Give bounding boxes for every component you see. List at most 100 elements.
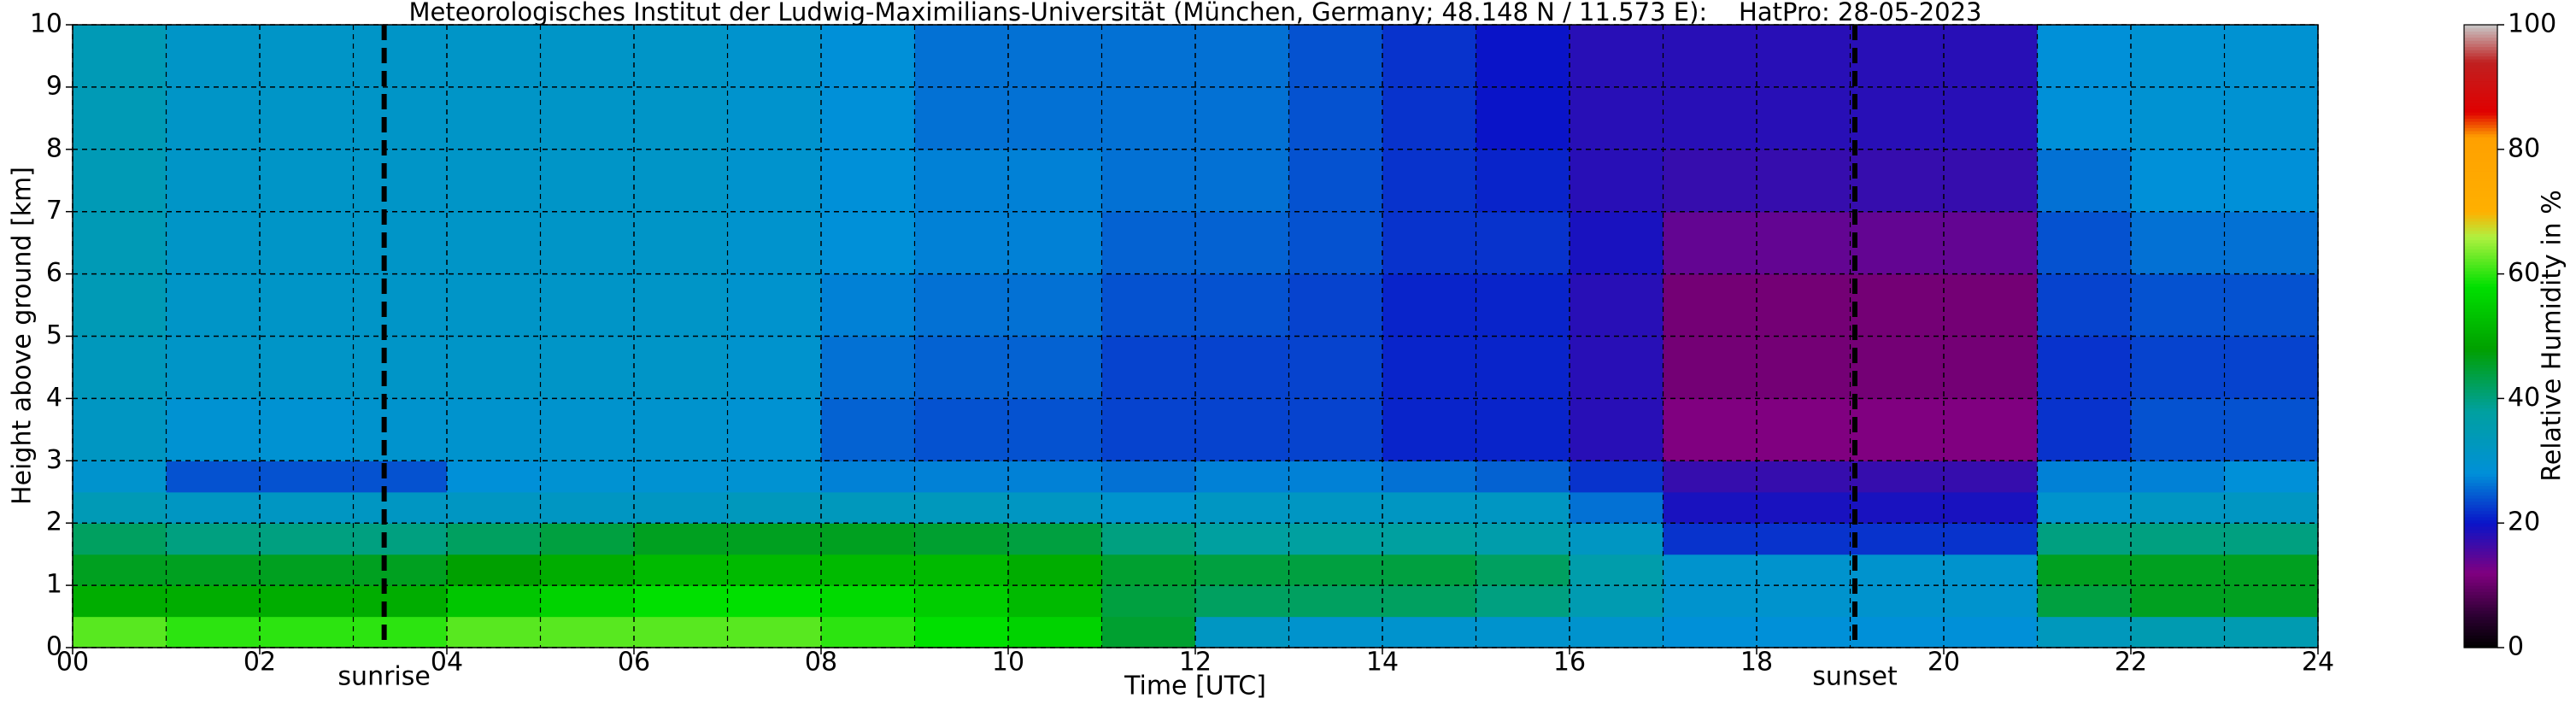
x-tick-label: 02	[244, 648, 276, 678]
y-tick-label: 7	[46, 196, 62, 226]
heat-cell	[1757, 398, 1851, 461]
colorbar-segment	[2464, 74, 2497, 79]
heat-cell	[1944, 398, 2039, 461]
colorbar-segment	[2464, 152, 2497, 156]
colorbar-segment	[2464, 249, 2497, 253]
heat-cell	[2224, 461, 2319, 493]
heat-cell	[1476, 616, 1570, 648]
colorbar-segment	[2464, 429, 2497, 434]
heat-cell	[353, 149, 448, 213]
colorbar-segment	[2464, 619, 2497, 624]
heat-cell	[166, 273, 261, 337]
colorbar-segment	[2464, 349, 2497, 353]
x-tick-label: 22	[2115, 648, 2147, 678]
heat-cell	[1476, 491, 1570, 524]
colorbar-segment	[2464, 336, 2497, 340]
heat-cell	[166, 491, 261, 524]
heat-cell	[166, 336, 261, 399]
heat-cell	[540, 554, 635, 586]
x-axis-label: Time [UTC]	[1124, 672, 1266, 701]
heat-cell	[1288, 211, 1383, 275]
heat-cell	[1476, 398, 1570, 461]
heat-cell	[1101, 398, 1196, 461]
heat-cell	[540, 211, 635, 275]
colorbar-segment	[2464, 86, 2497, 91]
heat-cell	[727, 554, 822, 586]
colorbar-segment	[2464, 554, 2497, 558]
heat-cell	[2224, 523, 2319, 555]
heat-cell	[260, 585, 355, 618]
heat-cell	[1944, 585, 2039, 618]
colorbar-segment	[2464, 641, 2497, 645]
colorbar-segment	[2464, 504, 2497, 508]
heat-cell	[166, 585, 261, 618]
colorbar-segment	[2464, 211, 2497, 215]
colorbar-segment	[2464, 199, 2497, 203]
heat-cell	[1382, 149, 1477, 213]
heat-cell	[2037, 616, 2132, 648]
colorbar-segment	[2464, 560, 2497, 565]
colorbar-segment	[2464, 112, 2497, 116]
heat-cell	[634, 585, 729, 618]
colorbar-segment	[2464, 498, 2497, 502]
colorbar-label: Relative Humidity in %	[2538, 190, 2567, 481]
heat-cell	[1850, 461, 1945, 493]
colorbar-segment	[2464, 426, 2497, 431]
colorbar-segment	[2464, 155, 2497, 160]
colorbar-segment	[2464, 523, 2497, 527]
x-tick-label: 10	[992, 648, 1024, 678]
heat-cell	[1195, 585, 1290, 618]
colorbar-segment	[2464, 130, 2497, 135]
heat-cell	[821, 523, 916, 555]
heat-cell	[727, 585, 822, 618]
colorbar-segment	[2464, 610, 2497, 614]
heat-cell	[1850, 211, 1945, 275]
heat-cell	[1288, 336, 1383, 399]
colorbar-segment	[2464, 171, 2497, 175]
colorbar-segment	[2464, 80, 2497, 85]
colorbar-segment	[2464, 230, 2497, 234]
colorbar-segment	[2464, 261, 2497, 266]
heat-cell	[260, 211, 355, 275]
heat-cell	[1663, 554, 1757, 586]
x-tick-label: 20	[1928, 648, 1960, 678]
colorbar-segment	[2464, 402, 2497, 406]
colorbar-segment	[2464, 457, 2497, 461]
colorbar-segment	[2464, 466, 2497, 471]
colorbar-segment	[2464, 417, 2497, 421]
heat-cell	[1382, 273, 1477, 337]
heat-cell	[1101, 616, 1196, 648]
heat-cell	[634, 211, 729, 275]
colorbar-segment	[2464, 572, 2497, 577]
colorbar-frame	[2463, 24, 2498, 648]
colorbar-segment	[2464, 603, 2497, 608]
colorbar-segment	[2464, 491, 2497, 496]
heat-cell	[1663, 616, 1757, 648]
colorbar-segment	[2464, 267, 2497, 272]
colorbar-segment	[2464, 202, 2497, 207]
colorbar-segment	[2464, 149, 2497, 154]
heat-cell	[447, 585, 542, 618]
colorbar-segment	[2464, 616, 2497, 620]
colorbar-segment	[2464, 395, 2497, 399]
heat-cell	[1757, 585, 1851, 618]
heat-cell	[2037, 554, 2132, 586]
colorbar-segment	[2464, 146, 2497, 150]
colorbar-segment	[2464, 186, 2497, 191]
heat-cell	[634, 616, 729, 648]
heat-cell	[727, 616, 822, 648]
heat-cell	[1570, 585, 1664, 618]
colorbar-segment	[2464, 538, 2497, 543]
colorbar-segment	[2464, 385, 2497, 390]
heat-cell	[166, 616, 261, 648]
colorbar-segment	[2464, 591, 2497, 595]
x-tick-label: 24	[2302, 648, 2334, 678]
heat-cell	[447, 461, 542, 493]
heat-cell	[1944, 616, 2039, 648]
heat-cell	[73, 616, 167, 648]
colorbar-segment	[2464, 292, 2497, 296]
heat-cell	[1195, 273, 1290, 337]
colorbar-segment	[2464, 93, 2497, 97]
heat-cell	[1476, 336, 1570, 399]
heat-cell	[1101, 149, 1196, 213]
